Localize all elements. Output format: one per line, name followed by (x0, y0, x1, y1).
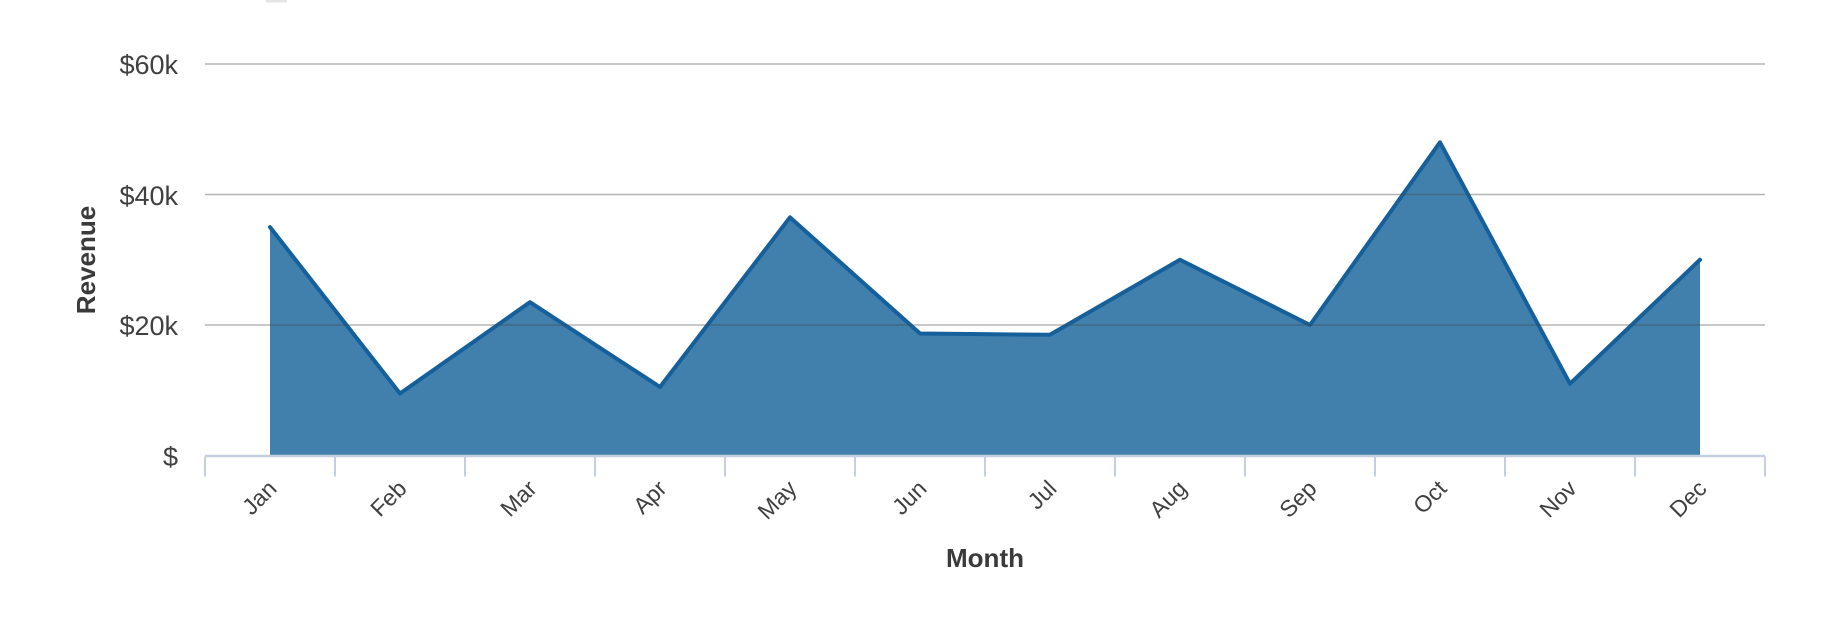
x-axis-title: Month (946, 543, 1024, 573)
x-tick-label-feb: Feb (365, 475, 411, 521)
y-tick-label-20k: $20k (119, 311, 178, 341)
x-tick-label-jan: Jan (237, 475, 282, 520)
x-tick-label-aug: Aug (1144, 475, 1191, 522)
x-tick-label-may: May (752, 475, 801, 524)
y-axis-tick-labels: $60k $40k $20k $ (119, 50, 178, 472)
x-tick-label-jul: Jul (1022, 475, 1061, 514)
x-tick-label-sep: Sep (1274, 475, 1321, 522)
x-tick-label-apr: Apr (628, 475, 672, 519)
x-tick-label-nov: Nov (1534, 475, 1582, 523)
cropped-element-fragment (266, 0, 287, 3)
chart-layers: Jan Feb Mar Apr May Jun Jul Aug Sep Oct Nov Dec (204, 63, 1766, 524)
revenue-line (268, 140, 1702, 396)
y-tick-label-60k: $60k (119, 50, 178, 80)
revenue-area-fill (270, 142, 1700, 456)
y-axis-title: Revenue (71, 206, 101, 314)
x-tick-label-oct: Oct (1408, 475, 1452, 519)
x-tick-label-jun: Jun (887, 475, 932, 520)
y-tick-label-0: $ (163, 442, 178, 472)
x-tick-label-mar: Mar (495, 475, 542, 522)
x-tick-label-dec: Dec (1664, 475, 1711, 522)
y-tick-label-40k: $40k (119, 181, 178, 211)
